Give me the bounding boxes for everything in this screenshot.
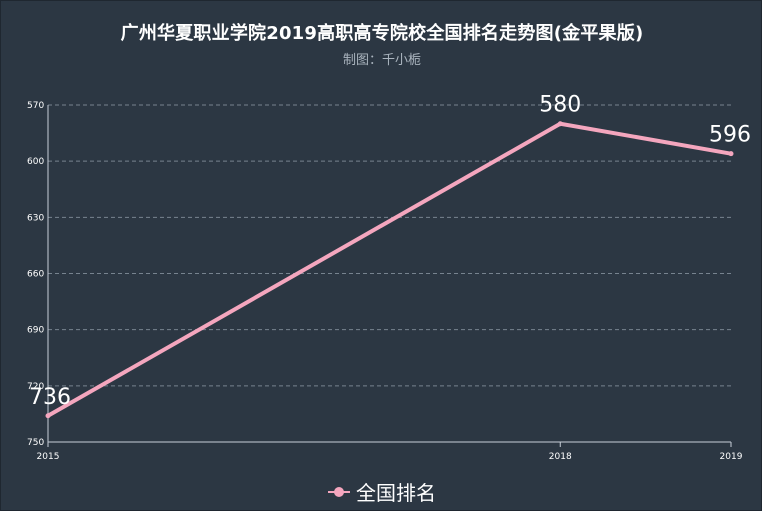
data-point xyxy=(557,121,563,127)
series-line xyxy=(46,121,733,418)
x-tick-label: 2019 xyxy=(720,452,743,462)
chart-subtitle: 制图：千小栀 xyxy=(342,53,421,68)
data-label: 596 xyxy=(709,123,751,148)
y-tick-label: 720 xyxy=(27,382,44,392)
y-tick-label: 600 xyxy=(27,157,44,167)
chart-title: 广州华夏职业学院2019高职高专院校全国排名走势图(金平果版) xyxy=(120,23,644,44)
data-label: 580 xyxy=(539,93,581,118)
y-tick-label: 570 xyxy=(27,101,44,111)
legend-line-icon xyxy=(328,485,350,499)
x-tick-label: 2018 xyxy=(549,452,572,462)
legend[interactable]: 全国排名 xyxy=(1,477,763,506)
y-tick-label: 660 xyxy=(27,270,44,280)
data-point xyxy=(45,413,51,419)
y-tick-label: 750 xyxy=(27,438,44,448)
y-tick-label: 690 xyxy=(27,326,44,336)
data-point xyxy=(728,151,734,157)
data-label: 736 xyxy=(29,385,71,410)
y-tick-label: 630 xyxy=(27,213,44,223)
x-tick-label: 2015 xyxy=(37,452,60,462)
legend-label: 全国排名 xyxy=(356,481,436,505)
